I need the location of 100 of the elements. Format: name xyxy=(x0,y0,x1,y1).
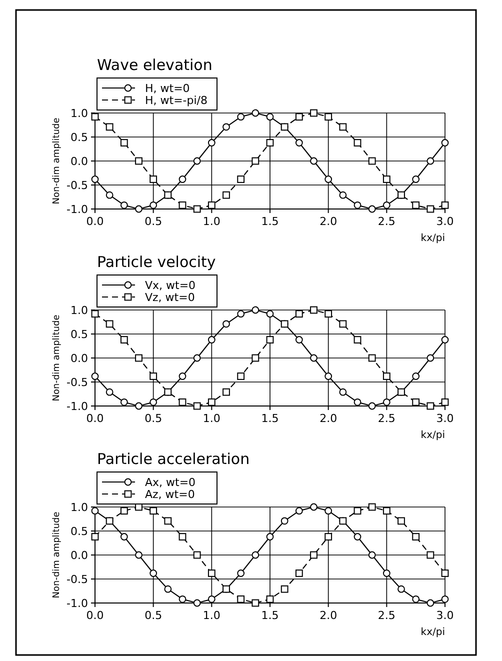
point xyxy=(382,570,390,577)
y-tick-label: 0.5 xyxy=(70,525,88,538)
point xyxy=(354,507,362,515)
point xyxy=(208,201,216,209)
point xyxy=(178,595,186,603)
point xyxy=(91,176,99,183)
point xyxy=(398,585,405,593)
point xyxy=(310,109,318,117)
x-tick-label: 1.0 xyxy=(202,412,220,425)
point xyxy=(135,205,142,213)
point xyxy=(178,533,186,540)
x-tick-label: 1.5 xyxy=(261,215,279,228)
x-axis-title: kx/pi xyxy=(420,430,445,441)
point xyxy=(135,551,142,559)
point xyxy=(135,402,142,410)
point xyxy=(412,176,420,183)
point xyxy=(266,595,274,603)
point xyxy=(120,201,128,209)
point xyxy=(398,517,405,525)
point xyxy=(368,551,376,559)
point xyxy=(310,503,318,511)
x-axis-title: kx/pi xyxy=(420,627,445,638)
x-tick-label: 2.0 xyxy=(320,412,338,425)
point xyxy=(324,310,332,318)
point xyxy=(368,354,376,362)
point xyxy=(324,507,332,515)
point xyxy=(135,354,142,362)
point xyxy=(368,402,376,410)
point xyxy=(412,533,420,540)
point xyxy=(222,388,230,396)
point xyxy=(193,551,201,559)
x-axis-title: kx/pi xyxy=(420,233,445,244)
point xyxy=(310,551,318,559)
point xyxy=(193,354,201,362)
point xyxy=(193,402,201,410)
point xyxy=(382,201,390,209)
point xyxy=(106,191,114,199)
point xyxy=(426,402,434,410)
point xyxy=(252,551,260,559)
y-tick-label: 1.0 xyxy=(70,501,88,514)
point xyxy=(252,109,260,117)
point xyxy=(237,372,245,380)
x-tick-label: 2.5 xyxy=(378,215,396,228)
point xyxy=(441,336,449,344)
x-tick-label: 0.5 xyxy=(144,215,162,228)
point xyxy=(382,176,390,183)
point xyxy=(106,388,114,396)
point xyxy=(120,533,128,540)
legend-label: H, wt=-pi/8 xyxy=(145,94,208,107)
point xyxy=(324,372,332,380)
point xyxy=(208,595,216,603)
point xyxy=(412,595,420,603)
x-tick-label: 1.5 xyxy=(261,412,279,425)
point xyxy=(426,157,434,165)
x-tick-label: 2.5 xyxy=(378,609,396,622)
point xyxy=(295,507,303,515)
point xyxy=(237,113,245,121)
y-tick-label: 0.0 xyxy=(70,352,88,365)
x-tick-label: 1.0 xyxy=(202,609,220,622)
y-tick-label: -1.0 xyxy=(66,203,88,216)
point xyxy=(237,176,245,183)
y-axis-title: Non-dim amplitude xyxy=(52,511,62,598)
point xyxy=(266,310,274,318)
x-tick-label: 0.0 xyxy=(86,215,104,228)
point xyxy=(178,372,186,380)
point xyxy=(266,139,274,146)
point xyxy=(412,201,420,209)
point xyxy=(426,599,434,607)
point xyxy=(150,176,158,183)
point xyxy=(382,398,390,406)
point xyxy=(426,551,434,559)
point xyxy=(382,372,390,380)
chart-title: Wave elevation xyxy=(97,56,212,74)
x-tick-label: 2.0 xyxy=(320,609,338,622)
legend-label: H, wt=0 xyxy=(145,82,190,95)
chart-title: Particle velocity xyxy=(97,253,216,271)
point xyxy=(120,398,128,406)
y-tick-label: 0.0 xyxy=(70,155,88,168)
point xyxy=(295,139,303,146)
point xyxy=(178,201,186,209)
point xyxy=(426,354,434,362)
point xyxy=(222,191,230,199)
point xyxy=(354,139,362,146)
point xyxy=(222,123,230,131)
point xyxy=(324,533,332,540)
point xyxy=(368,503,376,511)
point xyxy=(120,139,128,146)
point xyxy=(150,507,158,515)
point xyxy=(441,570,449,577)
point xyxy=(237,595,245,603)
point xyxy=(310,354,318,362)
x-tick-label: 0.5 xyxy=(144,412,162,425)
y-tick-label: 0.5 xyxy=(70,131,88,144)
point xyxy=(354,336,362,344)
y-tick-label: -1.0 xyxy=(66,400,88,413)
point xyxy=(150,570,158,577)
y-tick-label: -1.0 xyxy=(66,597,88,610)
point xyxy=(178,176,186,183)
point xyxy=(310,157,318,165)
point xyxy=(120,336,128,344)
